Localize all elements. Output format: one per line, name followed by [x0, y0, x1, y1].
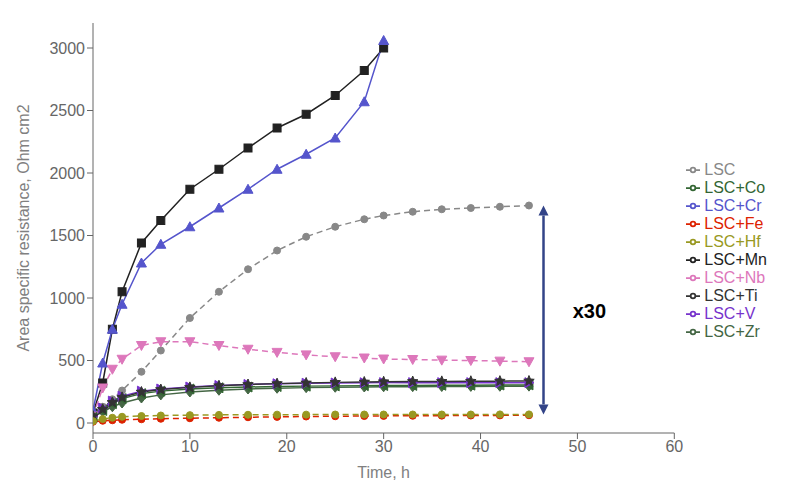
- svg-text:0: 0: [76, 415, 85, 432]
- svg-text:500: 500: [58, 352, 85, 369]
- svg-text:Area specific resistance, Ohm: Area specific resistance, Ohm cm2: [15, 104, 32, 351]
- html-text:LSC+Nb: LSC+Nb: [704, 268, 766, 286]
- html-text:LSC+Mn: LSC+Mn: [704, 250, 767, 268]
- svg-text:2500: 2500: [49, 102, 85, 119]
- svg-text:60: 60: [665, 438, 683, 455]
- svg-text:2000: 2000: [49, 165, 85, 182]
- svg-text:10: 10: [181, 438, 199, 455]
- svg-text:3000: 3000: [49, 40, 85, 57]
- html-text:LSC: LSC: [704, 160, 736, 178]
- html-text:LSC+V: LSC+V: [704, 304, 756, 322]
- html-text:LSC+Ti: LSC+Ti: [704, 286, 758, 304]
- html-text:LSC+Hf: LSC+Hf: [704, 232, 761, 250]
- svg-text:1000: 1000: [49, 290, 85, 307]
- svg-text:40: 40: [472, 438, 490, 455]
- svg-text:Time, h: Time, h: [357, 464, 410, 481]
- svg-text:50: 50: [569, 438, 587, 455]
- html-text:LSC+Zr: LSC+Zr: [704, 322, 760, 340]
- html-text:LSC+Co: LSC+Co: [704, 178, 766, 196]
- html-text:LSC+Cr: LSC+Cr: [704, 196, 762, 214]
- svg-text:30: 30: [375, 438, 393, 455]
- svg-text:1500: 1500: [49, 227, 85, 244]
- svg-text:0: 0: [89, 438, 98, 455]
- svg-text:x30: x30: [573, 300, 606, 322]
- svg-text:20: 20: [278, 438, 296, 455]
- html-text:LSC+Fe: LSC+Fe: [704, 214, 764, 232]
